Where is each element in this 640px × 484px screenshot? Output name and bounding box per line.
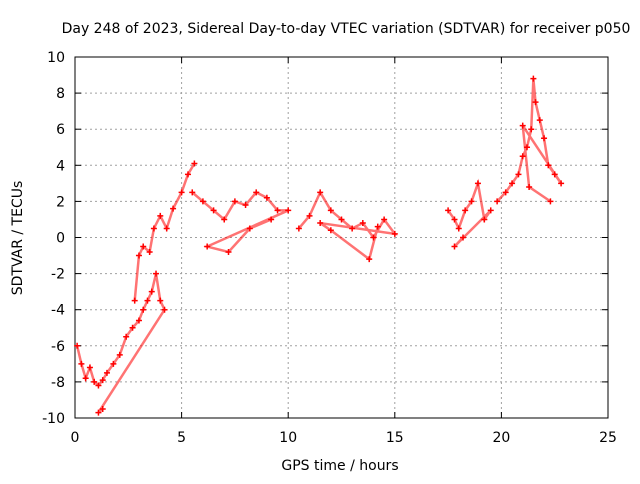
x-tick-label: 5 — [177, 430, 186, 446]
series-trace — [496, 78, 563, 203]
y-tick-label: 2 — [56, 194, 65, 210]
series-peak — [494, 75, 565, 205]
ticks: 0 5 10 15 20 25 -10 -8 -6 -4 -2 0 2 4 6 8 10 — [42, 50, 617, 446]
y-tick-label: -2 — [51, 267, 65, 283]
y-tick-label: -6 — [51, 339, 65, 355]
series-rise — [131, 160, 198, 304]
x-tick-label: 20 — [492, 430, 510, 446]
y-tick-label: 10 — [47, 50, 65, 66]
x-tick-label: 0 — [71, 430, 80, 446]
x-tick-label: 10 — [279, 430, 297, 446]
data-points — [74, 75, 565, 416]
y-tick-label: 4 — [56, 158, 65, 174]
series-late — [445, 178, 494, 250]
y-tick-label: 0 — [56, 231, 65, 247]
series-early-cluster — [74, 270, 168, 416]
x-tick-label: 25 — [599, 430, 617, 446]
series-trace — [191, 190, 289, 254]
chart-title: Day 248 of 2023, Sidereal Day-to-day VTE… — [62, 21, 631, 37]
y-tick-label: -4 — [51, 303, 65, 319]
series-trace — [75, 273, 166, 414]
y-tick-label: 8 — [56, 86, 65, 102]
series-trace — [297, 189, 398, 262]
y-axis-label: SDTVAR / TECUs — [10, 181, 26, 296]
y-tick-label: -8 — [51, 375, 65, 391]
y-tick-label: 6 — [56, 122, 65, 138]
series-plateau — [189, 189, 292, 255]
x-tick-label: 15 — [386, 430, 404, 446]
series-trace — [447, 178, 492, 248]
series-trace — [133, 162, 196, 301]
x-axis-label: GPS time / hours — [281, 458, 398, 474]
y-tick-label: -10 — [42, 411, 65, 427]
series-mid — [295, 189, 398, 263]
